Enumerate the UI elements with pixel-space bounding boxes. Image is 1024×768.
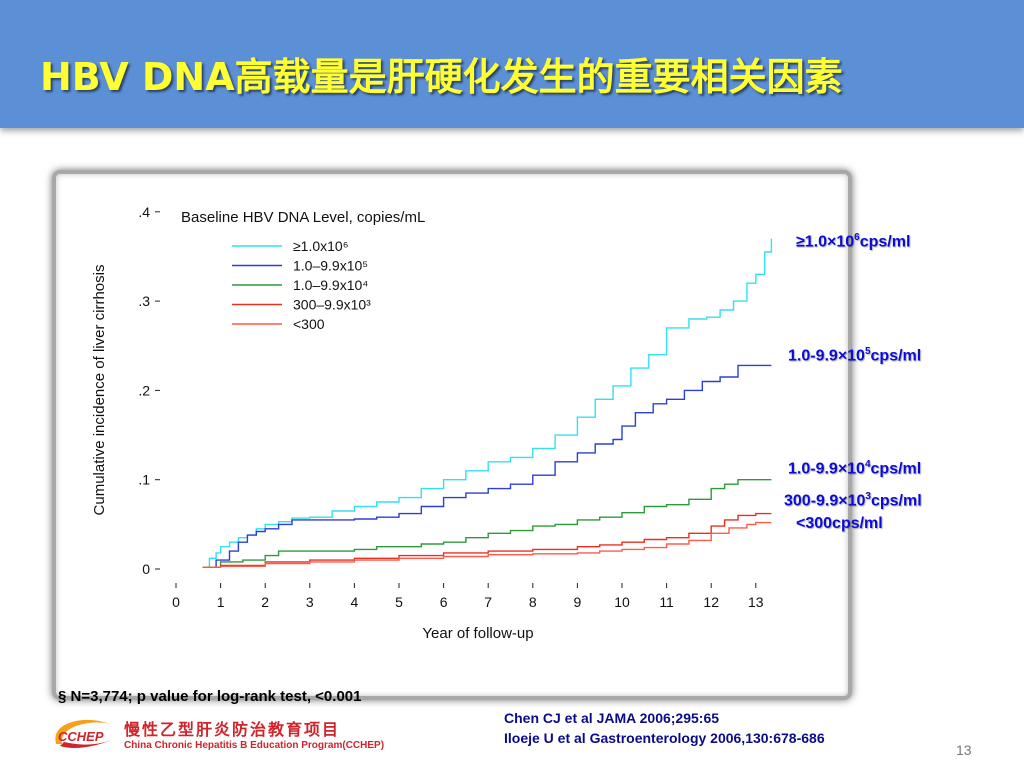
x-tick-label: 4 — [351, 594, 359, 610]
x-axis-title: Year of follow-up — [422, 625, 533, 642]
series-line — [202, 479, 772, 568]
logo-en-text: China Chronic Hepatitis B Education Prog… — [124, 740, 385, 751]
reference-2: Iloeje U et al Gastroenterology 2006,130… — [504, 730, 825, 746]
references: Chen CJ et al JAMA 2006;295:65 Iloeje U … — [504, 708, 825, 748]
y-tick-label: 0 — [142, 561, 150, 577]
series-label-2: 1.0-9.9×105cps/ml — [788, 346, 922, 365]
series-label-1: ≥1.0×106cps/ml — [796, 232, 911, 251]
x-tick-label: 12 — [703, 594, 719, 610]
chart-frame — [52, 170, 852, 700]
legend-entry: 300–9.9x10³ — [293, 297, 371, 313]
y-tick-label: .4 — [138, 204, 150, 220]
series-line — [202, 521, 772, 568]
svg-text:CCHEP: CCHEP — [58, 729, 104, 744]
logo-cn-text: 慢性乙型肝炎防治教育项目 — [124, 720, 341, 739]
x-tick-label: 11 — [659, 594, 674, 610]
x-tick-label: 10 — [614, 594, 630, 610]
series-label-3: 1.0-9.9×104cps/ml — [788, 459, 922, 478]
cchep-logo-icon: CCHEP — [55, 719, 112, 748]
series-line — [202, 364, 772, 568]
series-label-4: 300-9.9×103cps/ml — [784, 491, 922, 510]
series-label-5: <300cps/ml — [796, 515, 883, 532]
x-tick-label: 8 — [529, 594, 537, 610]
series-line — [202, 512, 772, 568]
x-tick-label: 1 — [217, 594, 225, 610]
legend-entry: 1.0–9.9x10⁵ — [293, 258, 368, 274]
x-tick-label: 5 — [395, 594, 403, 610]
y-tick-label: .1 — [138, 472, 150, 488]
legend-title: Baseline HBV DNA Level, copies/mL — [181, 209, 425, 226]
footnote: § N=3,774; p value for log-rank test, <0… — [58, 688, 362, 705]
x-tick-label: 2 — [261, 594, 269, 610]
y-tick-label: .3 — [138, 293, 150, 309]
slide-title: HBV DNA高载量是肝硬化发生的重要相关因素 — [40, 55, 843, 99]
y-axis-title: Cumulative incidence of liver cirrhosis — [91, 265, 108, 516]
y-tick-label: .2 — [138, 382, 150, 398]
x-tick-label: 6 — [440, 594, 448, 610]
legend-entry: ≥1.0x10⁶ — [293, 238, 348, 254]
x-tick-label: 0 — [172, 594, 180, 610]
x-tick-label: 9 — [574, 594, 582, 610]
legend-entry: <300 — [293, 316, 325, 332]
x-tick-label: 3 — [306, 594, 314, 610]
legend-entry: 1.0–9.9x10⁴ — [293, 277, 368, 293]
series-line — [202, 238, 773, 568]
reference-1: Chen CJ et al JAMA 2006;295:65 — [504, 710, 720, 726]
page-number: 13 — [956, 742, 972, 758]
x-tick-label: 13 — [748, 594, 764, 610]
slide-header: HBV DNA高载量是肝硬化发生的重要相关因素 — [0, 0, 1024, 128]
x-tick-label: 7 — [484, 594, 492, 610]
